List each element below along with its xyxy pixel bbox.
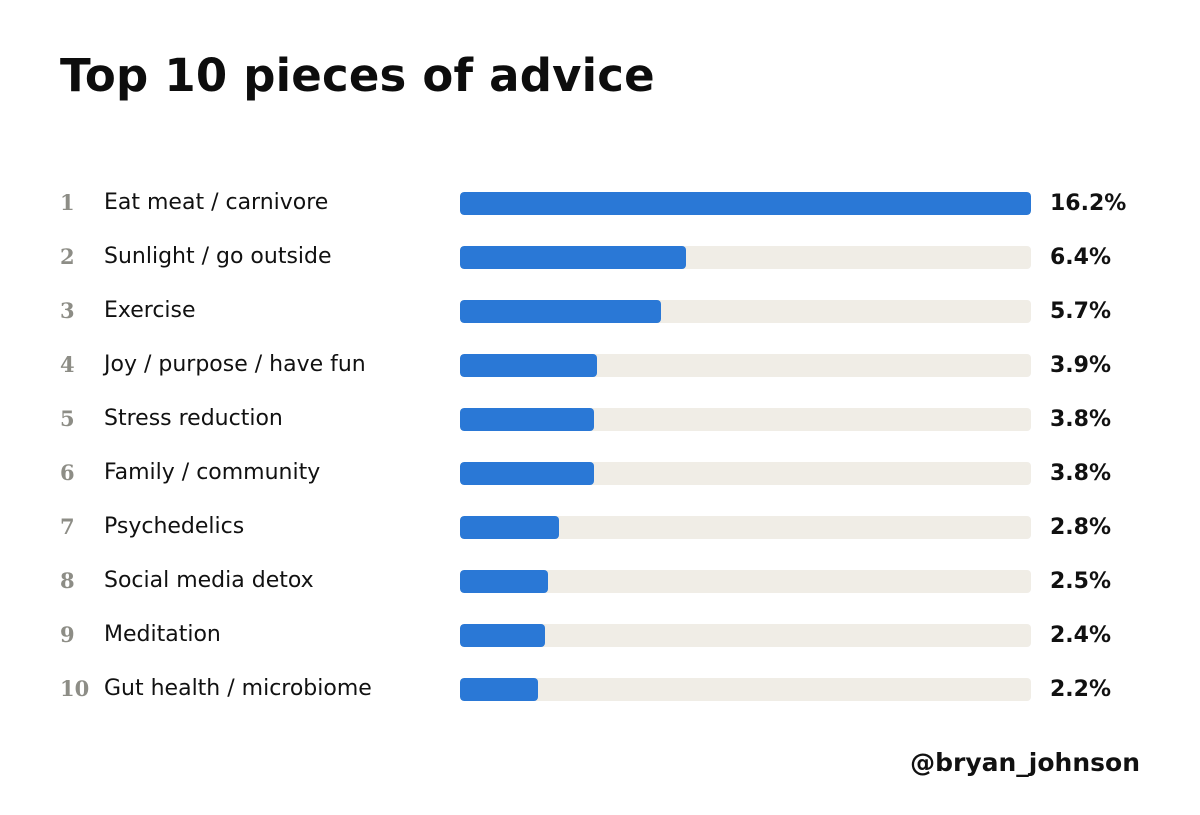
category-label: Psychedelics — [104, 514, 245, 539]
bar-row: 5 Stress reduction 3.8% — [0, 392, 1200, 446]
rank-number: 4 — [60, 352, 75, 377]
bar-fill — [460, 462, 594, 485]
bar-row: 6 Family / community 3.8% — [0, 446, 1200, 500]
bar-track — [460, 246, 1031, 269]
value-label: 16.2% — [1050, 191, 1127, 216]
value-label: 3.9% — [1050, 353, 1112, 378]
bar-row: 10 Gut health / microbiome 2.2% — [0, 662, 1200, 716]
bar-fill — [460, 570, 548, 593]
bar-track — [460, 624, 1031, 647]
rank-number: 8 — [60, 568, 75, 593]
bar-row: 2 Sunlight / go outside 6.4% — [0, 230, 1200, 284]
bar-track — [460, 678, 1031, 701]
author-handle: @bryan_johnson — [910, 748, 1140, 777]
bar-fill — [460, 300, 661, 323]
bar-row: 9 Meditation 2.4% — [0, 608, 1200, 662]
category-label: Gut health / microbiome — [104, 676, 372, 701]
value-label: 3.8% — [1050, 407, 1112, 432]
rank-number: 7 — [60, 514, 75, 539]
bar-track — [460, 408, 1031, 431]
bar-fill — [460, 246, 686, 269]
value-label: 2.4% — [1050, 623, 1112, 648]
rank-number: 1 — [60, 190, 75, 215]
rank-number: 5 — [60, 406, 75, 431]
bar-track — [460, 570, 1031, 593]
bar-track — [460, 354, 1031, 377]
bar-fill — [460, 624, 545, 647]
bar-fill — [460, 408, 594, 431]
rank-number: 3 — [60, 298, 75, 323]
value-label: 2.5% — [1050, 569, 1112, 594]
bar-track — [460, 516, 1031, 539]
bar-track — [460, 192, 1031, 215]
category-label: Family / community — [104, 460, 321, 485]
category-label: Eat meat / carnivore — [104, 190, 329, 215]
category-label: Exercise — [104, 298, 196, 323]
bar-track — [460, 462, 1031, 485]
bar-fill — [460, 678, 538, 701]
value-label: 5.7% — [1050, 299, 1112, 324]
value-label: 3.8% — [1050, 461, 1112, 486]
value-label: 6.4% — [1050, 245, 1112, 270]
category-label: Joy / purpose / have fun — [104, 352, 366, 377]
rank-number: 2 — [60, 244, 75, 269]
bar-fill — [460, 192, 1031, 215]
category-label: Social media detox — [104, 568, 314, 593]
rank-number: 9 — [60, 622, 75, 647]
bar-fill — [460, 354, 597, 377]
chart-title: Top 10 pieces of advice — [60, 49, 655, 102]
bar-row: 1 Eat meat / carnivore 16.2% — [0, 176, 1200, 230]
bar-row: 3 Exercise 5.7% — [0, 284, 1200, 338]
bar-row: 7 Psychedelics 2.8% — [0, 500, 1200, 554]
value-label: 2.2% — [1050, 677, 1112, 702]
bar-row: 4 Joy / purpose / have fun 3.9% — [0, 338, 1200, 392]
bar-fill — [460, 516, 559, 539]
rank-number: 6 — [60, 460, 75, 485]
category-label: Sunlight / go outside — [104, 244, 332, 269]
category-label: Meditation — [104, 622, 221, 647]
category-label: Stress reduction — [104, 406, 283, 431]
value-label: 2.8% — [1050, 515, 1112, 540]
bar-row: 8 Social media detox 2.5% — [0, 554, 1200, 608]
bar-track — [460, 300, 1031, 323]
rank-number: 10 — [60, 676, 90, 701]
